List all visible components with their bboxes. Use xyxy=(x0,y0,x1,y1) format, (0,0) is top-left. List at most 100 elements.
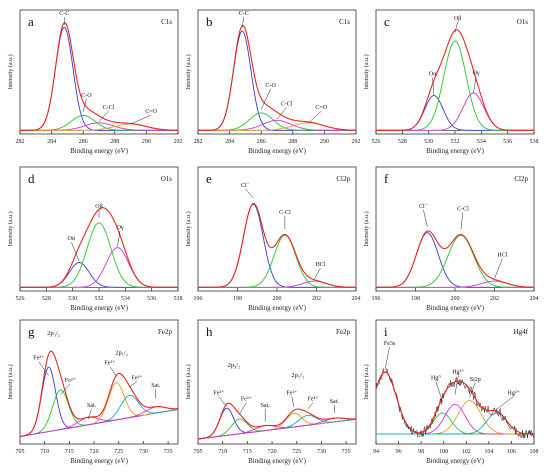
panel-title: C1s xyxy=(161,18,172,26)
peak-label: C=O xyxy=(145,109,157,115)
fit-component-3 xyxy=(20,123,179,131)
panel-letter: c xyxy=(384,14,390,29)
x-tick-label: 530 xyxy=(68,296,77,302)
orbital-label: 2p₃/₂ xyxy=(47,330,60,337)
x-axis-label: Binding energy (eV) xyxy=(70,304,128,312)
panel-letter: i xyxy=(384,324,388,339)
x-tick-label: 735 xyxy=(164,449,173,455)
panel-d: 526 528 530 532 534 536 538 Binding energy (eV)… xyxy=(7,166,183,312)
x-tick-label: 710 xyxy=(40,449,49,455)
peak-label: Sat. xyxy=(261,403,271,409)
y-axis-label: Intensity (a.u.) xyxy=(7,211,14,246)
peak-label: Sat. xyxy=(330,399,340,405)
x-tick-label: 526 xyxy=(372,139,381,145)
x-tick-label: 288 xyxy=(288,139,297,145)
y-axis-label: Intensity (a.u.) xyxy=(7,54,14,89)
peak-label: Hg²⁺ xyxy=(452,369,464,375)
y-axis-label: Intensity (a.u.) xyxy=(363,364,370,399)
panel-c: 526 528 530 532 534 536 538 Binding energy (eV)… xyxy=(363,9,539,155)
peak-label: Fe²⁺ xyxy=(213,390,224,396)
x-axis-label: Binding energy (eV) xyxy=(248,147,306,155)
x-tick-label: 204 xyxy=(352,296,361,302)
x-tick-label: 715 xyxy=(243,449,252,455)
peak-pointer xyxy=(98,111,109,122)
y-axis-label: Intensity (a.u.) xyxy=(185,364,192,399)
peak-label: Si2p xyxy=(470,377,481,383)
x-tick-label: 725 xyxy=(292,449,301,455)
panel-title: O1s xyxy=(517,18,529,26)
peak-pointer xyxy=(291,396,295,407)
plot-frame xyxy=(197,9,357,135)
fit-envelope xyxy=(20,207,178,288)
peak-pointer xyxy=(38,361,49,376)
fit-envelope xyxy=(198,25,357,131)
x-tick-label: 290 xyxy=(320,139,329,145)
peak-label: Fe³⁺ xyxy=(65,378,76,384)
peak-pointer xyxy=(129,381,138,388)
peak-pointer xyxy=(87,408,92,420)
x-axis-label: Binding energy (eV) xyxy=(70,457,128,465)
peak-label: Fe²⁺ xyxy=(286,390,297,396)
peak-pointer xyxy=(494,258,503,279)
x-tick-label: 538 xyxy=(530,139,539,145)
panel-a: 282 284 286 288 290 292 Binding energy (eV) Int… xyxy=(7,9,183,155)
peak-pointer xyxy=(276,107,287,120)
x-tick-label: 202 xyxy=(490,296,499,302)
x-axis-label: Binding energy (eV) xyxy=(426,457,484,465)
peak-label: HCl xyxy=(497,252,507,258)
x-tick-label: 108 xyxy=(530,449,539,455)
panel-title: Cl2p xyxy=(514,175,528,183)
panel-f: 196 198 200 202 204 Binding energy (eV) Intens… xyxy=(363,166,539,312)
fit-component-1 xyxy=(376,40,534,131)
fit-component-0 xyxy=(20,262,178,288)
peak-pointer xyxy=(239,402,247,415)
panel-letter: b xyxy=(206,14,213,29)
fit-envelope xyxy=(376,230,535,288)
x-tick-label: 284 xyxy=(225,139,234,145)
peak-label: C-C xyxy=(239,11,249,17)
x-tick-label: 286 xyxy=(79,139,88,145)
orbital-label: 2p₁/₂ xyxy=(291,372,304,379)
fit-component-4 xyxy=(376,412,534,435)
x-tick-label: 94 xyxy=(373,449,379,455)
y-axis-label: Intensity (a.u.) xyxy=(185,211,192,246)
fit-component-5 xyxy=(197,417,357,440)
plot-frame xyxy=(19,166,179,292)
panel-letter: h xyxy=(206,324,213,339)
x-tick-label: 282 xyxy=(194,139,203,145)
plot-frame xyxy=(197,319,357,445)
panel-e: 196 198 200 202 204 Binding energy (eV) Intens… xyxy=(185,166,361,312)
peak-label: HCl xyxy=(315,262,325,268)
peak-label: C-Cl xyxy=(281,101,293,107)
peak-pointer xyxy=(454,21,458,33)
peak-pointer xyxy=(241,16,245,28)
plot-frame xyxy=(19,9,179,135)
plot-frame xyxy=(197,166,357,292)
x-tick-label: 528 xyxy=(398,139,407,145)
x-tick-label: 730 xyxy=(139,449,148,455)
peak-label: Oγ xyxy=(473,70,480,76)
x-tick-label: 284 xyxy=(47,139,56,145)
peak-label: C=O xyxy=(315,105,327,111)
panel-h: 705 710 715 720 725 730 735 Binding energy (eV)… xyxy=(185,319,357,465)
x-tick-label: 198 xyxy=(411,296,420,302)
peak-label: C-O xyxy=(266,83,277,89)
peak-pointer xyxy=(82,98,87,112)
fit-envelope xyxy=(197,402,357,440)
peak-pointer xyxy=(307,402,314,410)
x-tick-label: 705 xyxy=(194,449,203,455)
orbital-label: 2p₁/₂ xyxy=(115,350,128,357)
peak-pointer xyxy=(432,77,435,96)
x-axis-label: Binding energy (eV) xyxy=(426,147,484,155)
x-tick-label: 735 xyxy=(342,449,351,455)
fit-component-0 xyxy=(376,95,534,131)
y-axis-label: Intensity (a.u.) xyxy=(363,211,370,246)
peak-label: C-Cl xyxy=(103,105,115,111)
panel-title: C1s xyxy=(339,18,350,26)
x-tick-label: 538 xyxy=(174,296,183,302)
fit-envelope xyxy=(20,22,179,131)
x-tick-label: 100 xyxy=(439,449,448,455)
fit-component-1 xyxy=(376,234,534,288)
peak-label: Cl⁻ xyxy=(419,204,428,210)
x-axis-label: Binding energy (eV) xyxy=(248,457,306,465)
